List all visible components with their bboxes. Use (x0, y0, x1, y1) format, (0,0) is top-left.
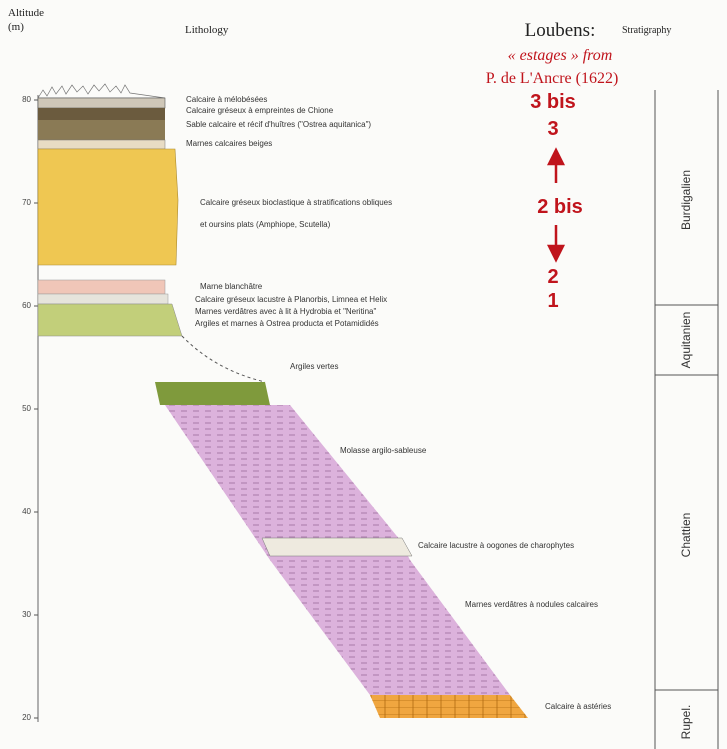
altitude-header: Altitude (8, 7, 44, 19)
vegetation (37, 83, 166, 99)
tick-label: 40 (22, 507, 31, 516)
layer-marnes-beiges (37, 139, 166, 150)
layer-lacustre (37, 293, 169, 305)
estage-label: 1 (547, 290, 558, 312)
layer-label: Argiles et marnes à Ostrea producta et P… (195, 319, 379, 328)
tick-label: 50 (22, 404, 31, 413)
stage-label: Burdigalien (679, 170, 693, 230)
layer-label: Marnes verdâtres avec à lit à Hydrobia e… (195, 307, 376, 316)
layer-label: Calcaire lacustre à oogones de charophyt… (418, 541, 574, 550)
contact-line (181, 335, 266, 383)
source-header: P. de L'Ancre (1622) (486, 70, 619, 87)
layer-label: Marne blanchâtre (200, 282, 263, 291)
loubens-header: Loubens: (525, 20, 596, 41)
tick-label: 30 (22, 610, 31, 619)
stage-label: Rupel. (679, 705, 693, 740)
layer-asteries-pattern (370, 695, 528, 718)
layer-chione (38, 108, 165, 120)
altitude-unit: (m) (8, 21, 24, 33)
arrow-down (546, 225, 566, 263)
layer-marne-blanchatre (37, 279, 166, 295)
estages-header: « estages » from (508, 47, 613, 64)
stratigraphy-header: Stratigraphy (622, 25, 671, 36)
estage-label: 2 bis (537, 196, 583, 218)
layer-label: Argiles vertes (290, 362, 338, 371)
layer-marnes-verdatres (37, 303, 183, 337)
layer-label: Calcaire gréseux lacustre à Planorbis, L… (195, 295, 387, 304)
layer-label: Calcaire gréseux à empreintes de Chione (186, 106, 334, 115)
tick-label: 20 (22, 713, 31, 722)
layer-label: Calcaire à mélobésées (186, 95, 267, 104)
layer-label: Sable calcaire et récif d'huîtres ("Ostr… (186, 120, 371, 129)
layer-label: Marnes verdâtres à nodules calcaires (465, 600, 598, 609)
stage-label: Aquitanien (679, 312, 693, 369)
layer-melobesees (37, 97, 166, 109)
estage-label: 3 bis (530, 91, 576, 113)
lithology-header: Lithology (185, 24, 229, 36)
layer-calcaire-greseux (37, 148, 179, 266)
layer-label: Calcaire à astéries (545, 702, 611, 711)
layer-label: Marnes calcaires beiges (186, 139, 272, 148)
layer-label: Molasse argilo-sableuse (340, 446, 427, 455)
layer-huitres (38, 120, 165, 140)
layer-label: et oursins plats (Amphiope, Scutella) (200, 220, 331, 229)
estage-label: 3 (547, 118, 558, 140)
tick-label: 70 (22, 198, 31, 207)
layer-charophytes (261, 537, 413, 557)
estage-label: 2 (547, 266, 558, 288)
arrow-up (546, 147, 566, 183)
layer-argiles-vertes (155, 382, 270, 405)
tick-label: 60 (22, 301, 31, 310)
layer-label: Calcaire gréseux bioclastique à stratifi… (200, 198, 392, 207)
stage-label: Chattien (679, 513, 693, 558)
tick-label: 80 (22, 95, 31, 104)
